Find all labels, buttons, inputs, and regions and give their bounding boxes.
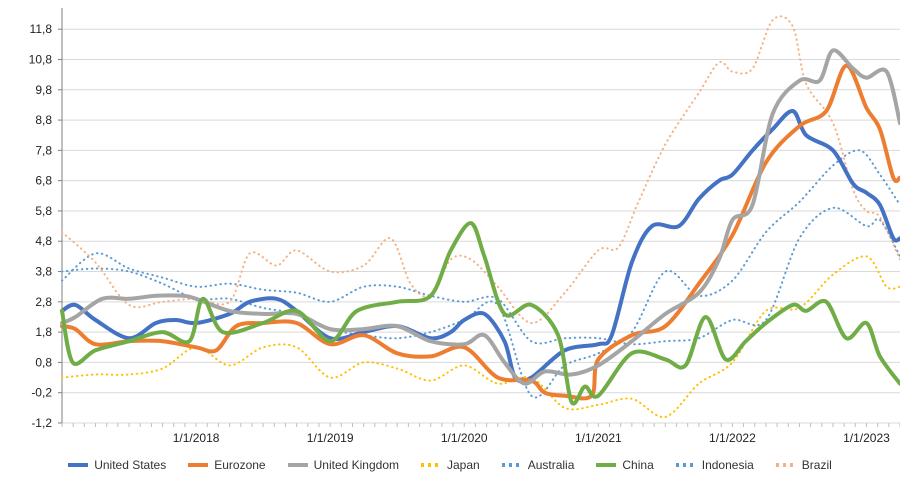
legend-swatch-icon	[596, 463, 617, 467]
line-chart: -1,2 -0,2 0,8 1,8 2,8 3,8 4,8 5,8 6,8 7,8 8,8 9,8 10…	[29, 8, 900, 445]
y-tick-label: 6,8	[35, 174, 52, 188]
gridlines	[62, 28, 900, 424]
y-tick-label: 9,8	[35, 83, 52, 97]
x-tick-label: 1/1/2020	[441, 431, 488, 445]
series-line-united-kingdom	[60, 48, 900, 386]
legend: United States Eurozone United Kingdom Japan…	[0, 458, 900, 472]
legend-label: Australia	[527, 458, 575, 472]
y-tick-label: 2,8	[35, 295, 52, 309]
legend-swatch-icon	[188, 463, 209, 467]
y-tick-label: 11,8	[30, 22, 53, 36]
y-tick-label: 8,8	[35, 113, 52, 127]
legend-item-japan: Japan	[421, 458, 480, 472]
legend-label: Brazil	[801, 458, 832, 472]
x-tick-label: 1/1/2021	[575, 431, 622, 445]
legend-swatch-icon	[68, 463, 89, 467]
y-tick-label: 5,8	[35, 204, 52, 218]
y-tick-label: 3,8	[35, 265, 52, 279]
legend-swatch-icon	[775, 463, 796, 467]
y-tick-label: 10,8	[29, 52, 53, 66]
y-tick-label: 1,8	[35, 325, 52, 339]
legend-item-australia: Australia	[501, 458, 575, 472]
x-tick-label: 1/1/2018	[173, 431, 220, 445]
legend-label: United States	[94, 458, 167, 472]
legend-swatch-icon	[675, 463, 696, 467]
legend-swatch-icon	[501, 463, 522, 467]
y-tick-label: -0,2	[31, 386, 52, 400]
legend-item-china: China	[596, 458, 654, 472]
legend-label: China	[622, 458, 654, 472]
series-line-brazil	[61, 15, 900, 324]
legend-item-united-states: United States	[68, 458, 166, 472]
axes: -1,2 -0,2 0,8 1,8 2,8 3,8 4,8 5,8 6,8 7,8 8,8 9,8 10…	[29, 8, 900, 445]
y-tick-label: 4,8	[35, 234, 52, 248]
series-line-eurozone	[60, 63, 900, 401]
series-line-china	[60, 221, 900, 406]
legend-swatch-icon	[421, 463, 441, 467]
legend-item-indonesia: Indonesia	[675, 458, 754, 472]
legend-label: Japan	[447, 458, 480, 472]
x-tick-label: 1/1/2022	[709, 431, 756, 445]
x-tick-label: 1/1/2023	[843, 431, 890, 445]
legend-item-united-kingdom: United Kingdom	[287, 458, 399, 472]
y-tick-label: 7,8	[35, 143, 52, 157]
legend-item-brazil: Brazil	[775, 458, 832, 472]
y-tick-label: -1,2	[31, 416, 52, 430]
y-tick-label: 0,8	[35, 355, 52, 369]
series-lines	[60, 15, 900, 418]
legend-item-eurozone: Eurozone	[188, 458, 266, 472]
legend-label: United Kingdom	[313, 458, 399, 472]
legend-swatch-icon	[287, 463, 308, 467]
x-tick-label: 1/1/2019	[307, 431, 354, 445]
legend-label: Indonesia	[701, 458, 754, 472]
legend-label: Eurozone	[214, 458, 266, 472]
